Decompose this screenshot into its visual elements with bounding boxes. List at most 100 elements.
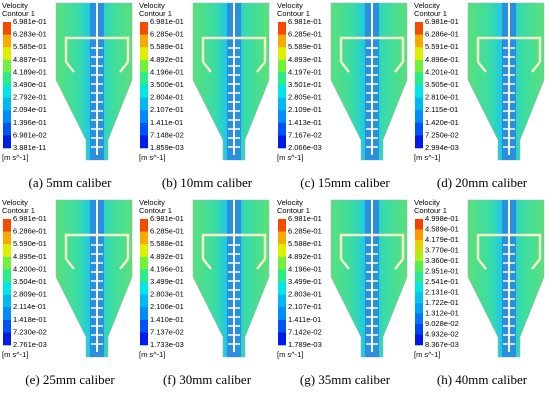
- legend-title: Contour 1: [277, 206, 310, 215]
- legend-label: 3.490e-01: [13, 80, 47, 89]
- legend-title: Contour 1: [139, 206, 172, 215]
- legend-label: 1.733e-03: [150, 340, 184, 349]
- legend-label: 6.286e-01: [13, 227, 47, 236]
- color-band: [415, 85, 423, 98]
- legend-label: 5.585e-01: [13, 42, 47, 51]
- legend-label: 3.499e-01: [288, 277, 322, 286]
- color-band: [3, 319, 11, 333]
- legend-label: 1.722e-01: [425, 298, 459, 307]
- legend-label: 7.142e-02: [288, 327, 322, 336]
- impeller: [339, 233, 405, 270]
- color-band: [278, 47, 286, 61]
- color-band: [3, 294, 11, 308]
- legend-label: 6.285e-01: [150, 227, 184, 236]
- legend-label: 2.804e-01: [150, 93, 184, 102]
- color-band: [140, 307, 148, 321]
- legend-label: 4.197e-01: [288, 67, 322, 76]
- color-band: [3, 34, 11, 48]
- contour-geometry: [467, 2, 545, 161]
- contour-geometry: [467, 199, 545, 358]
- color-band: [415, 59, 423, 73]
- color-band: [140, 110, 148, 124]
- legend-label: 6.981e-02: [13, 130, 47, 139]
- color-band: [415, 72, 423, 86]
- color-band: [140, 85, 148, 98]
- color-band: [415, 282, 423, 293]
- color-band: [3, 135, 11, 149]
- legend-label: 5.590e-01: [13, 239, 47, 248]
- color-band: [278, 307, 286, 321]
- legend-label: 4.892e-01: [150, 55, 184, 64]
- caption: (e) 25mm caliber: [25, 372, 115, 387]
- caption: (h) 40mm caliber: [437, 372, 528, 387]
- color-band: [278, 244, 286, 258]
- legend-label: 5.588e-01: [288, 239, 322, 248]
- impeller: [201, 36, 267, 73]
- legend-label: 7.250e-02: [425, 130, 459, 139]
- color-band: [140, 256, 148, 270]
- legend-label: 8.367e-03: [425, 340, 459, 349]
- legend-label: 2.951e-01: [425, 266, 459, 275]
- legend-label: 6.981e-01: [150, 17, 184, 26]
- legend-label: 2.109e-01: [288, 105, 322, 114]
- legend-label: 1.410e-01: [150, 315, 184, 324]
- legend-label: 5.589e-01: [150, 42, 184, 51]
- legend-label: 2.107e-01: [288, 302, 322, 311]
- legend-label: 3.504e-01: [13, 277, 47, 286]
- color-band: [278, 34, 286, 48]
- contour-geometry: [192, 199, 270, 358]
- color-band: [278, 294, 286, 308]
- legend-label: 3.501e-01: [288, 80, 322, 89]
- color-band: [415, 324, 423, 335]
- legend-label: 5.589e-01: [288, 42, 322, 51]
- legend-label: 6.981e-01: [13, 214, 47, 223]
- legend-label: 4.892e-01: [288, 252, 322, 261]
- legend-label: 2.803e-01: [150, 290, 184, 299]
- legend-title: Contour 1: [2, 206, 35, 215]
- legend-label: 2.810e-01: [425, 93, 459, 102]
- legend-label: 1.413e-01: [288, 118, 322, 127]
- legend-title: Contour 1: [414, 9, 447, 18]
- color-band: [140, 294, 148, 308]
- caption: (f) 30mm caliber: [163, 372, 252, 387]
- legend-label: 2.994e-03: [425, 143, 459, 152]
- impeller: [201, 233, 267, 270]
- color-band: [278, 219, 286, 232]
- color-band: [3, 59, 11, 73]
- color-band: [278, 332, 286, 346]
- contour-geometry: [55, 2, 133, 161]
- legend-title: Velocity: [2, 198, 28, 207]
- color-band: [278, 231, 286, 245]
- legend-label: 5.591e-01: [425, 42, 459, 51]
- color-band: [140, 72, 148, 86]
- legend-label: 2.803e-01: [288, 290, 322, 299]
- color-band: [415, 22, 423, 35]
- impeller: [476, 36, 542, 73]
- impeller: [64, 233, 130, 270]
- legend-label: 6.283e-01: [13, 30, 47, 39]
- caption: (b) 10mm caliber: [162, 175, 253, 190]
- legend-label: 4.179e-01: [425, 235, 459, 244]
- color-band: [278, 135, 286, 149]
- legend-label: 6.981e-01: [13, 17, 47, 26]
- color-band: [3, 282, 11, 295]
- color-band: [278, 72, 286, 86]
- legend-label: 3.770e-01: [425, 245, 459, 254]
- color-band: [140, 135, 148, 149]
- contour-geometry: [55, 199, 133, 358]
- legend-label: 6.981e-01: [288, 17, 322, 26]
- color-band: [140, 282, 148, 295]
- caption: (d) 20mm caliber: [437, 175, 528, 190]
- color-band: [140, 332, 148, 346]
- color-band: [415, 240, 423, 251]
- legend-unit: [m s^-1]: [277, 153, 303, 162]
- legend-label: 3.360e-01: [425, 256, 459, 265]
- color-band: [140, 319, 148, 333]
- legend-label: 6.981e-01: [425, 17, 459, 26]
- color-band: [3, 72, 11, 86]
- legend-label: 4.895e-01: [13, 252, 47, 261]
